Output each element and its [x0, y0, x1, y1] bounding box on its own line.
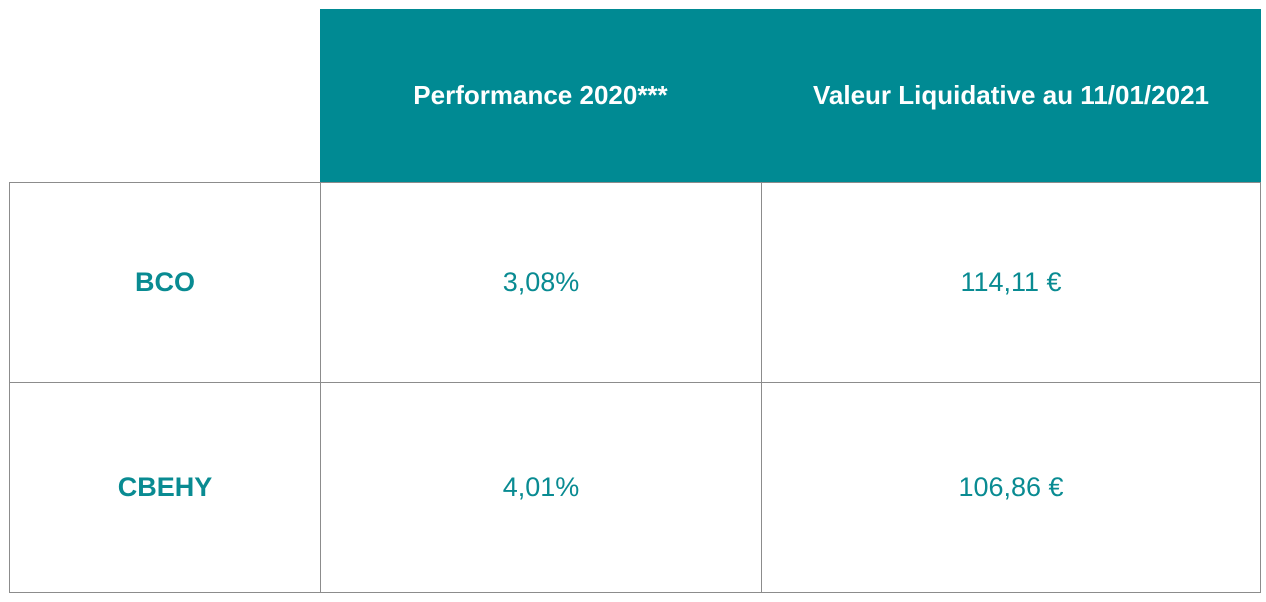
table-corner-empty — [9, 9, 320, 182]
column-header-valeur-liquidative: Valeur Liquidative au 11/01/2021 — [761, 9, 1261, 182]
valeur-liquidative-value: 114,11 € — [761, 182, 1261, 383]
performance-value: 3,08% — [320, 182, 761, 383]
valeur-liquidative-value: 106,86 € — [761, 383, 1261, 593]
column-header-performance: Performance 2020*** — [320, 9, 761, 182]
performance-table: Performance 2020*** Valeur Liquidative a… — [9, 9, 1261, 593]
row-label-fund: CBEHY — [9, 383, 320, 593]
row-label-fund: BCO — [9, 182, 320, 383]
performance-value: 4,01% — [320, 383, 761, 593]
